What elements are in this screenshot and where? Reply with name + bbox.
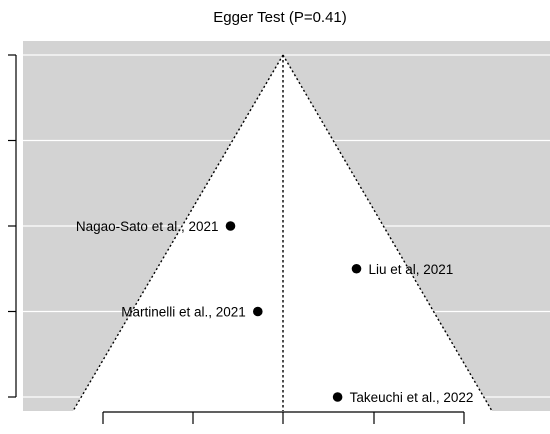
study-point-3 bbox=[332, 392, 343, 402]
chart-title: Egger Test (P=0.41) bbox=[213, 9, 347, 26]
study-point-2 bbox=[252, 306, 263, 317]
study-label-0: Nagao-Sato et al., 2021 bbox=[76, 219, 219, 234]
study-point-1 bbox=[351, 263, 362, 274]
funnel-region bbox=[73, 55, 492, 411]
funnel-left-edge bbox=[72, 54, 284, 412]
study-label-1: Liu et al, 2021 bbox=[369, 262, 454, 277]
study-point-0 bbox=[225, 221, 236, 231]
study-label-2: Martinelli et al., 2021 bbox=[121, 305, 246, 320]
plot-area: Nagao-Sato et al., 2021 Liu et al, 2021 Ma… bbox=[8, 41, 550, 424]
study-label-3: Takeuchi et al., 2022 bbox=[350, 390, 474, 405]
funnel-right-edge bbox=[282, 54, 493, 412]
